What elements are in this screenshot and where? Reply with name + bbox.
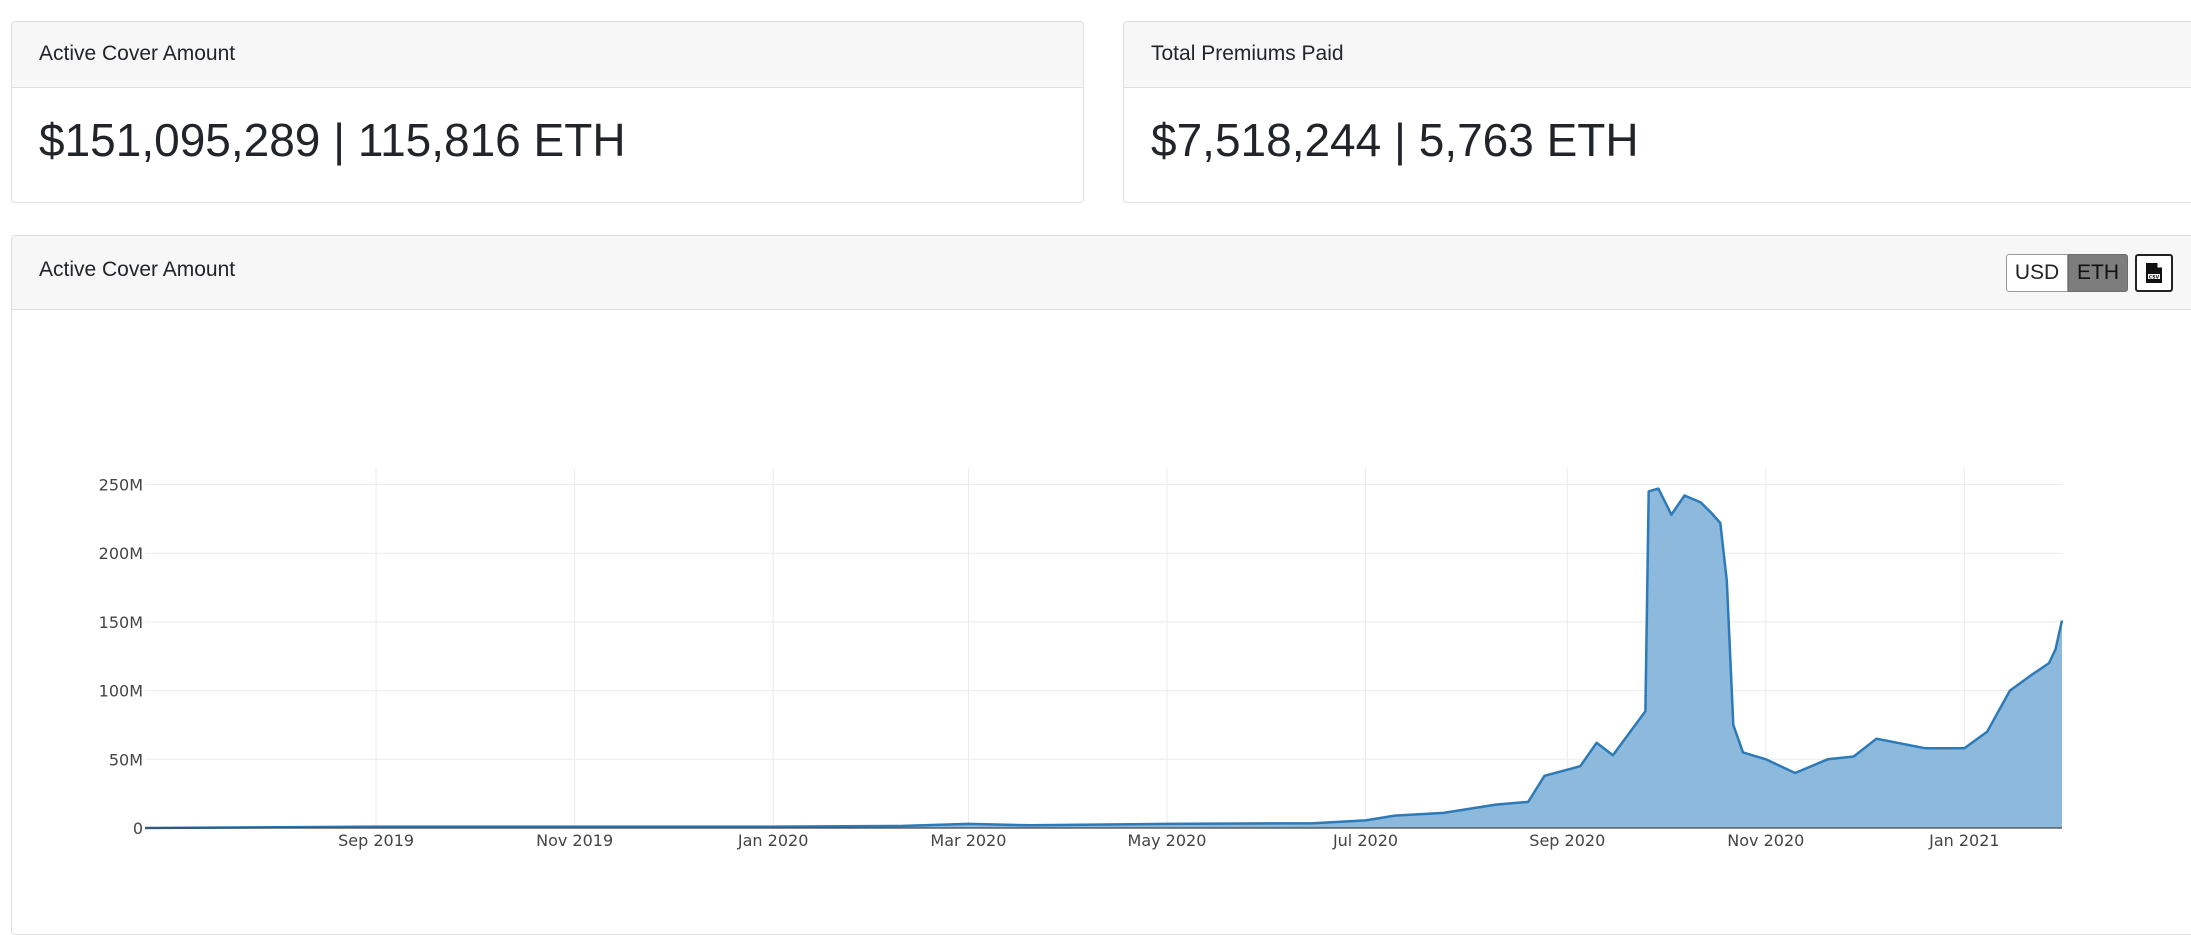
total-premiums-title: Total Premiums Paid: [1151, 42, 1344, 65]
x-tick-label: Jul 2020: [1332, 831, 1398, 850]
active-cover-card: Active Cover Amount $151,095,289 | 115,8…: [11, 21, 1084, 203]
active-cover-area-chart: 0 50M 100M 150M 200M 250M Sep 2019 Nov 2019 Jan …: [99, 468, 2064, 850]
y-tick-label: 100M: [99, 682, 143, 701]
x-tick-label: May 2020: [1128, 831, 1207, 850]
total-premiums-card: Total Premiums Paid $7,518,244 | 5,763 E…: [1123, 21, 2191, 203]
y-tick-label: 0: [133, 819, 143, 838]
x-tick-label: Nov 2020: [1727, 831, 1804, 850]
csv-file-icon: CSV: [2146, 263, 2162, 283]
x-tick-label: Sep 2019: [338, 831, 414, 850]
active-cover-value: $151,095,289 | 115,816 ETH: [39, 114, 626, 166]
y-tick-label: 200M: [99, 544, 143, 563]
currency-toggle: USD ETH CSV: [2006, 254, 2173, 292]
eth-toggle-button[interactable]: ETH: [2068, 254, 2128, 292]
cover-amount-line: [144, 487, 2064, 830]
svg-text:CSV: CSV: [2149, 274, 2160, 280]
x-tick-label: Sep 2020: [1529, 831, 1605, 850]
y-tick-label: 150M: [99, 613, 143, 632]
x-tick-label: Mar 2020: [930, 831, 1006, 850]
y-tick-label: 250M: [99, 475, 143, 494]
x-tick-label: Nov 2019: [536, 831, 613, 850]
x-tick-label: Jan 2020: [737, 831, 808, 850]
active-cover-title: Active Cover Amount: [39, 42, 236, 65]
total-premiums-value: $7,518,244 | 5,763 ETH: [1151, 114, 1639, 166]
csv-export-button[interactable]: CSV: [2135, 254, 2173, 292]
total-premiums-card-header: Total Premiums Paid: [1124, 22, 2191, 88]
usd-toggle-button[interactable]: USD: [2006, 254, 2068, 292]
x-tick-label: Jan 2021: [1928, 831, 1999, 850]
y-tick-label: 50M: [109, 750, 143, 769]
chart-card-header: Active Cover Amount USD ETH CSV: [12, 236, 2191, 310]
active-cover-card-header: Active Cover Amount: [12, 22, 1083, 88]
cover-amount-area: [145, 488, 2062, 828]
chart-axes: 0 50M 100M 150M 200M 250M Sep 2019 Nov 2019 Jan …: [99, 475, 2062, 850]
chart-title: Active Cover Amount: [39, 258, 236, 281]
